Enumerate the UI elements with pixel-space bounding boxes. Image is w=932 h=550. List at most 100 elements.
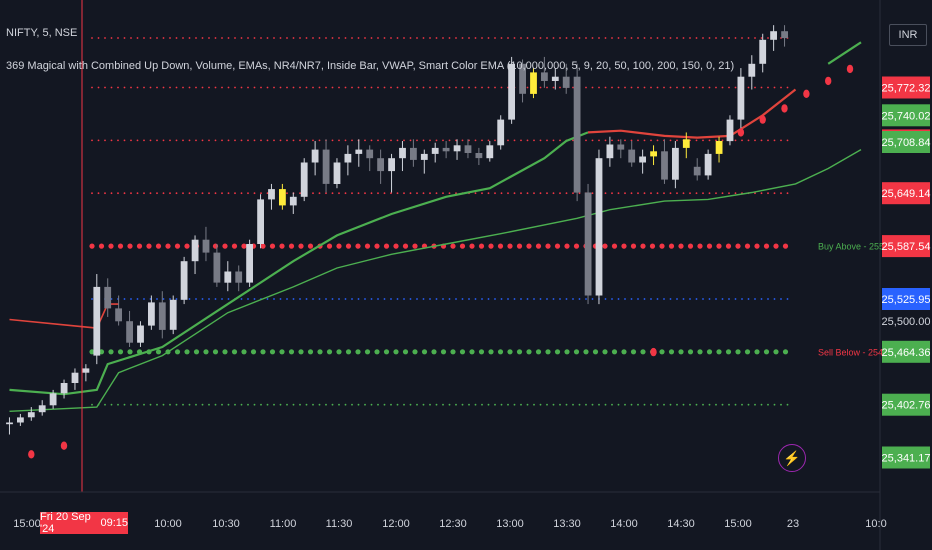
level-dot <box>331 139 334 142</box>
level-dot <box>474 37 477 39</box>
level-dot <box>591 192 594 195</box>
level-dot <box>175 192 178 195</box>
level-dot <box>266 403 269 406</box>
level-dot <box>305 139 308 142</box>
time-tick-label: 23 <box>787 518 799 530</box>
level-dot <box>573 349 580 355</box>
level-dot <box>487 37 490 39</box>
level-dot <box>214 298 217 300</box>
level-dot <box>396 192 399 195</box>
level-dot <box>500 403 503 406</box>
level-dot <box>269 349 276 355</box>
candle-body <box>595 158 603 296</box>
level-dot <box>630 403 633 406</box>
level-dot <box>435 403 438 406</box>
level-dot <box>165 243 171 249</box>
level-dot <box>552 403 555 406</box>
time-tick-label: 12:00 <box>382 518 410 530</box>
level-dot <box>507 349 513 355</box>
level-dot <box>266 37 269 39</box>
level-dot <box>637 139 639 142</box>
candle-body <box>17 417 24 423</box>
level-dot <box>162 86 165 89</box>
level-dot <box>708 86 711 89</box>
level-dot <box>728 403 730 406</box>
time-tick-label: 10:30 <box>212 518 240 530</box>
level-dot <box>279 243 285 249</box>
level-dot <box>253 86 256 89</box>
symbol-title[interactable]: NIFTY, 5, NSE <box>6 27 78 39</box>
level-dot <box>184 349 190 355</box>
level-dot <box>630 298 633 300</box>
level-dot <box>780 192 782 195</box>
level-dot <box>442 192 444 195</box>
level-dot <box>364 37 366 39</box>
candle-body <box>759 39 767 64</box>
price-axis-label: 25,402.76 <box>882 400 931 412</box>
level-dot <box>175 139 178 142</box>
level-dot <box>497 243 504 249</box>
level-dot <box>474 139 477 142</box>
level-dot <box>364 86 366 89</box>
level-dot <box>459 243 466 249</box>
level-dot <box>663 298 665 300</box>
level-dot <box>760 139 763 142</box>
level-dot <box>429 37 431 39</box>
level-dot <box>130 298 132 300</box>
level-dot <box>429 192 431 195</box>
level-dot <box>682 86 685 89</box>
level-dot <box>754 243 760 249</box>
level-dot <box>273 403 275 406</box>
level-dot <box>156 403 158 406</box>
price-axis-label: 25,341.17 <box>882 453 931 465</box>
candle-body <box>617 144 625 150</box>
level-dot <box>149 403 152 406</box>
level-dot <box>214 86 217 89</box>
level-dot <box>357 192 360 195</box>
level-dot <box>149 139 152 142</box>
level-dot <box>117 192 119 195</box>
level-dot <box>478 349 485 355</box>
level-dot <box>760 298 763 300</box>
level-dot <box>469 243 475 249</box>
level-dot <box>468 403 470 406</box>
level-dot <box>516 243 523 249</box>
level-dot <box>127 243 133 249</box>
level-dot <box>422 139 425 142</box>
level-dot <box>247 403 249 406</box>
level-dot <box>637 37 639 39</box>
level-dot <box>266 192 269 195</box>
currency-button[interactable]: INR <box>889 24 927 46</box>
level-dot <box>539 37 542 39</box>
level-dot <box>429 139 431 142</box>
price-axis[interactable]: 25,772.3225,740.0225,710.7325,708.8425,6… <box>882 76 931 469</box>
level-dot <box>403 86 405 89</box>
level-dot <box>127 349 133 355</box>
level-dot <box>383 298 386 300</box>
level-dot <box>611 298 613 300</box>
level-dot <box>461 403 464 406</box>
level-dot <box>669 37 672 39</box>
level-dot <box>175 86 178 89</box>
lightning-icon[interactable]: ⚡ <box>778 444 806 472</box>
level-label: Sell Below - 25464.35 <box>818 347 906 357</box>
level-dot <box>611 139 613 142</box>
level-dot <box>247 37 249 39</box>
level-dot <box>325 298 327 300</box>
level-dot <box>650 403 652 406</box>
level-dot <box>312 403 314 406</box>
candle-body <box>137 325 144 343</box>
indicator-legend[interactable]: 369 Magical with Combined Up Down, Volum… <box>6 60 735 72</box>
level-labels: Buy Above - 25587.55 Sell Below - 25464.3… <box>818 242 907 358</box>
ema-red-line <box>9 303 119 329</box>
time-axis[interactable]: 15:00 10:00 10:30 11:00 11:30 12:00 12:30 13:00… <box>13 518 886 530</box>
candle-body <box>672 147 679 180</box>
level-dot <box>97 139 100 142</box>
level-dot <box>630 139 633 142</box>
level-dot <box>364 243 371 249</box>
level-dot <box>725 243 732 249</box>
level-dot <box>513 403 516 406</box>
level-dot <box>668 349 675 355</box>
level-dot <box>552 37 555 39</box>
